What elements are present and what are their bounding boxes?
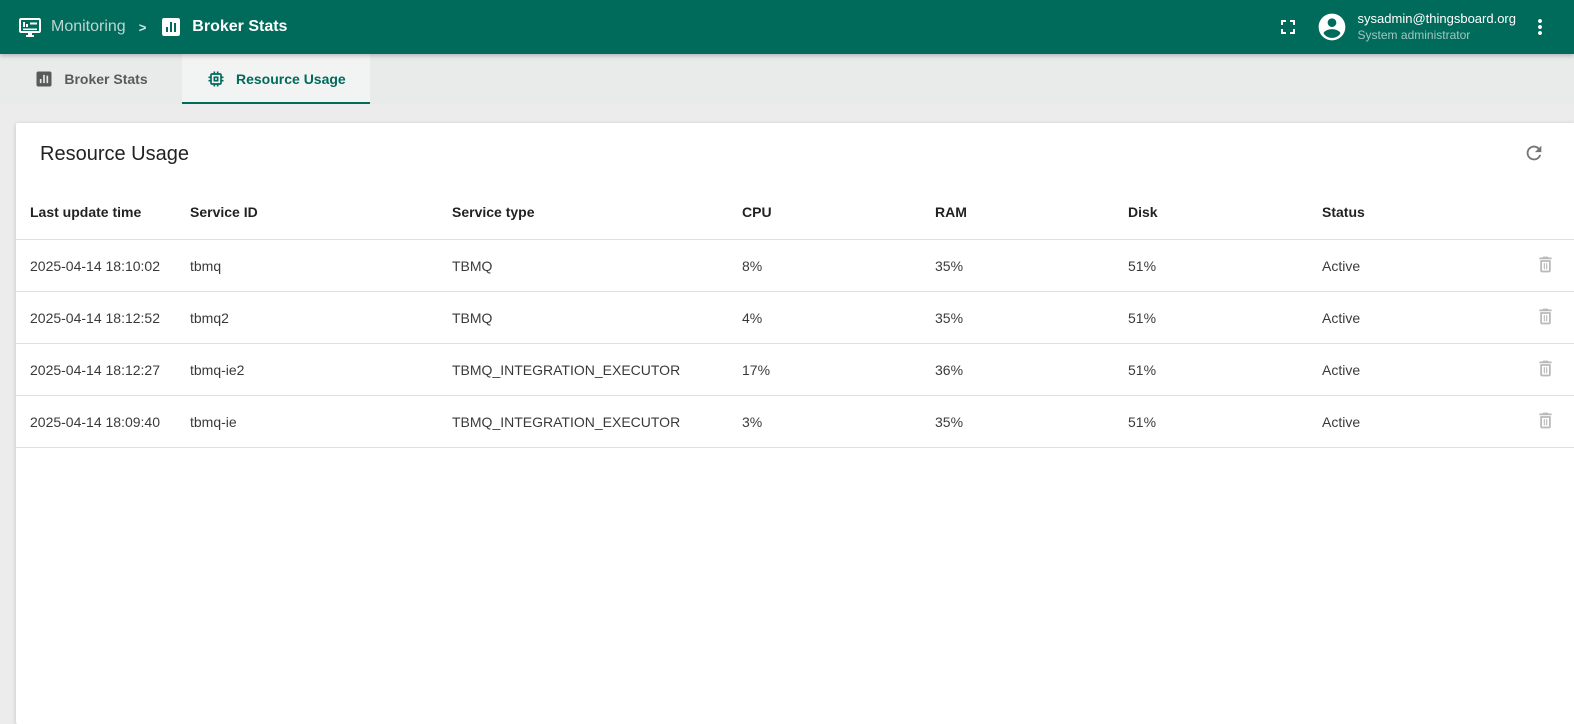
- more-vert-icon: [1528, 15, 1552, 39]
- cell-disk: 51%: [1128, 257, 1157, 274]
- delete-row-button[interactable]: [1527, 404, 1563, 440]
- cell-ram: 36%: [935, 361, 964, 378]
- breadcrumb-broker-stats-label: Broker Stats: [192, 18, 288, 35]
- breadcrumb-monitoring[interactable]: Monitoring: [18, 15, 126, 39]
- more-menu-button[interactable]: [1520, 7, 1560, 47]
- breadcrumb: Monitoring > Broker Stats: [18, 15, 287, 39]
- bar-chart-icon: [34, 69, 54, 89]
- col-header-cpu: CPU: [742, 204, 772, 220]
- cell-last-update-time: 2025-04-14 18:09:40: [30, 413, 160, 430]
- user-menu[interactable]: sysadmin@thingsboard.org System administ…: [1316, 11, 1516, 43]
- tab-broker-stats-label: Broker Stats: [64, 71, 148, 87]
- trash-icon: [1535, 410, 1556, 434]
- user-role: System administrator: [1357, 27, 1471, 42]
- user-email: sysadmin@thingsboard.org: [1357, 11, 1516, 27]
- col-header-status: Status: [1322, 204, 1365, 220]
- user-info: sysadmin@thingsboard.org System administ…: [1358, 11, 1516, 42]
- top-toolbar: Monitoring > Broker Stats: [0, 0, 1574, 54]
- fullscreen-icon: [1276, 15, 1300, 39]
- toolbar-right: sysadmin@thingsboard.org System administ…: [1268, 7, 1560, 47]
- col-header-service-id: Service ID: [190, 204, 258, 220]
- cell-cpu: 17%: [742, 361, 771, 378]
- cell-cpu: 4%: [742, 309, 763, 326]
- resource-usage-card: Resource Usage Last update time Service …: [16, 123, 1574, 724]
- cell-service-id: tbmq: [190, 257, 222, 274]
- cell-service-type: TBMQ: [452, 309, 493, 326]
- col-header-disk: Disk: [1128, 204, 1158, 220]
- breadcrumb-monitoring-label: Monitoring: [51, 18, 126, 35]
- page-title: Resource Usage: [40, 142, 189, 165]
- table-row: 2025-04-14 18:12:52 tbmq2 TBMQ 4% 35% 51…: [16, 292, 1574, 344]
- monitors-icon: [18, 15, 42, 39]
- resource-usage-table: Last update time Service ID Service type…: [16, 185, 1574, 448]
- table-row: 2025-04-14 18:10:02 tbmq TBMQ 8% 35% 51%…: [16, 240, 1574, 292]
- breadcrumb-separator: >: [138, 19, 147, 35]
- cell-service-type: TBMQ: [452, 257, 493, 274]
- cell-status: Active: [1322, 309, 1361, 326]
- refresh-button[interactable]: [1516, 136, 1552, 172]
- cell-status: Active: [1322, 361, 1361, 378]
- cell-disk: 51%: [1128, 413, 1157, 430]
- cell-last-update-time: 2025-04-14 18:12:27: [30, 361, 160, 378]
- col-header-service-type: Service type: [452, 204, 535, 220]
- cell-actions: [1516, 352, 1574, 388]
- cell-last-update-time: 2025-04-14 18:10:02: [30, 257, 160, 274]
- trash-icon: [1535, 358, 1556, 382]
- page-content: Resource Usage Last update time Service …: [0, 104, 1574, 724]
- table-row: 2025-04-14 18:12:27 tbmq-ie2 TBMQ_INTEGR…: [16, 344, 1574, 396]
- delete-row-button[interactable]: [1527, 300, 1563, 336]
- table-body: 2025-04-14 18:10:02 tbmq TBMQ 8% 35% 51%…: [16, 240, 1574, 448]
- cell-service-type: TBMQ_INTEGRATION_EXECUTOR: [452, 361, 681, 378]
- cell-ram: 35%: [935, 309, 964, 326]
- memory-chip-icon: [206, 69, 226, 89]
- cell-last-update-time: 2025-04-14 18:12:52: [30, 309, 160, 326]
- cell-service-id: tbmq-ie: [190, 413, 237, 430]
- cell-cpu: 3%: [742, 413, 763, 430]
- tab-broker-stats[interactable]: Broker Stats: [0, 54, 182, 104]
- card-header: Resource Usage: [16, 123, 1574, 185]
- cell-actions: [1516, 300, 1574, 336]
- col-header-last-update-time: Last update time: [30, 204, 142, 220]
- cell-cpu: 8%: [742, 257, 763, 274]
- tab-resource-usage-label: Resource Usage: [236, 71, 346, 87]
- table-header-row: Last update time Service ID Service type…: [16, 185, 1574, 240]
- tab-bar: Broker Stats Resource Usage: [0, 54, 1574, 104]
- refresh-icon: [1523, 142, 1545, 167]
- cell-disk: 51%: [1128, 361, 1157, 378]
- delete-row-button[interactable]: [1527, 248, 1563, 284]
- cell-service-id: tbmq-ie2: [190, 361, 245, 378]
- cell-actions: [1516, 248, 1574, 284]
- account-circle-icon: [1316, 11, 1348, 43]
- cell-actions: [1516, 404, 1574, 440]
- cell-disk: 51%: [1128, 309, 1157, 326]
- col-header-ram: RAM: [935, 204, 967, 220]
- cell-service-id: tbmq2: [190, 309, 229, 326]
- tab-resource-usage[interactable]: Resource Usage: [182, 54, 370, 104]
- cell-ram: 35%: [935, 257, 964, 274]
- cell-ram: 35%: [935, 413, 964, 430]
- fullscreen-button[interactable]: [1268, 7, 1308, 47]
- cell-status: Active: [1322, 257, 1361, 274]
- trash-icon: [1535, 306, 1556, 330]
- cell-status: Active: [1322, 413, 1361, 430]
- table-row: 2025-04-14 18:09:40 tbmq-ie TBMQ_INTEGRA…: [16, 396, 1574, 448]
- trash-icon: [1535, 254, 1556, 278]
- delete-row-button[interactable]: [1527, 352, 1563, 388]
- breadcrumb-broker-stats[interactable]: Broker Stats: [159, 15, 287, 39]
- cell-service-type: TBMQ_INTEGRATION_EXECUTOR: [452, 413, 681, 430]
- bar-chart-icon: [159, 15, 183, 39]
